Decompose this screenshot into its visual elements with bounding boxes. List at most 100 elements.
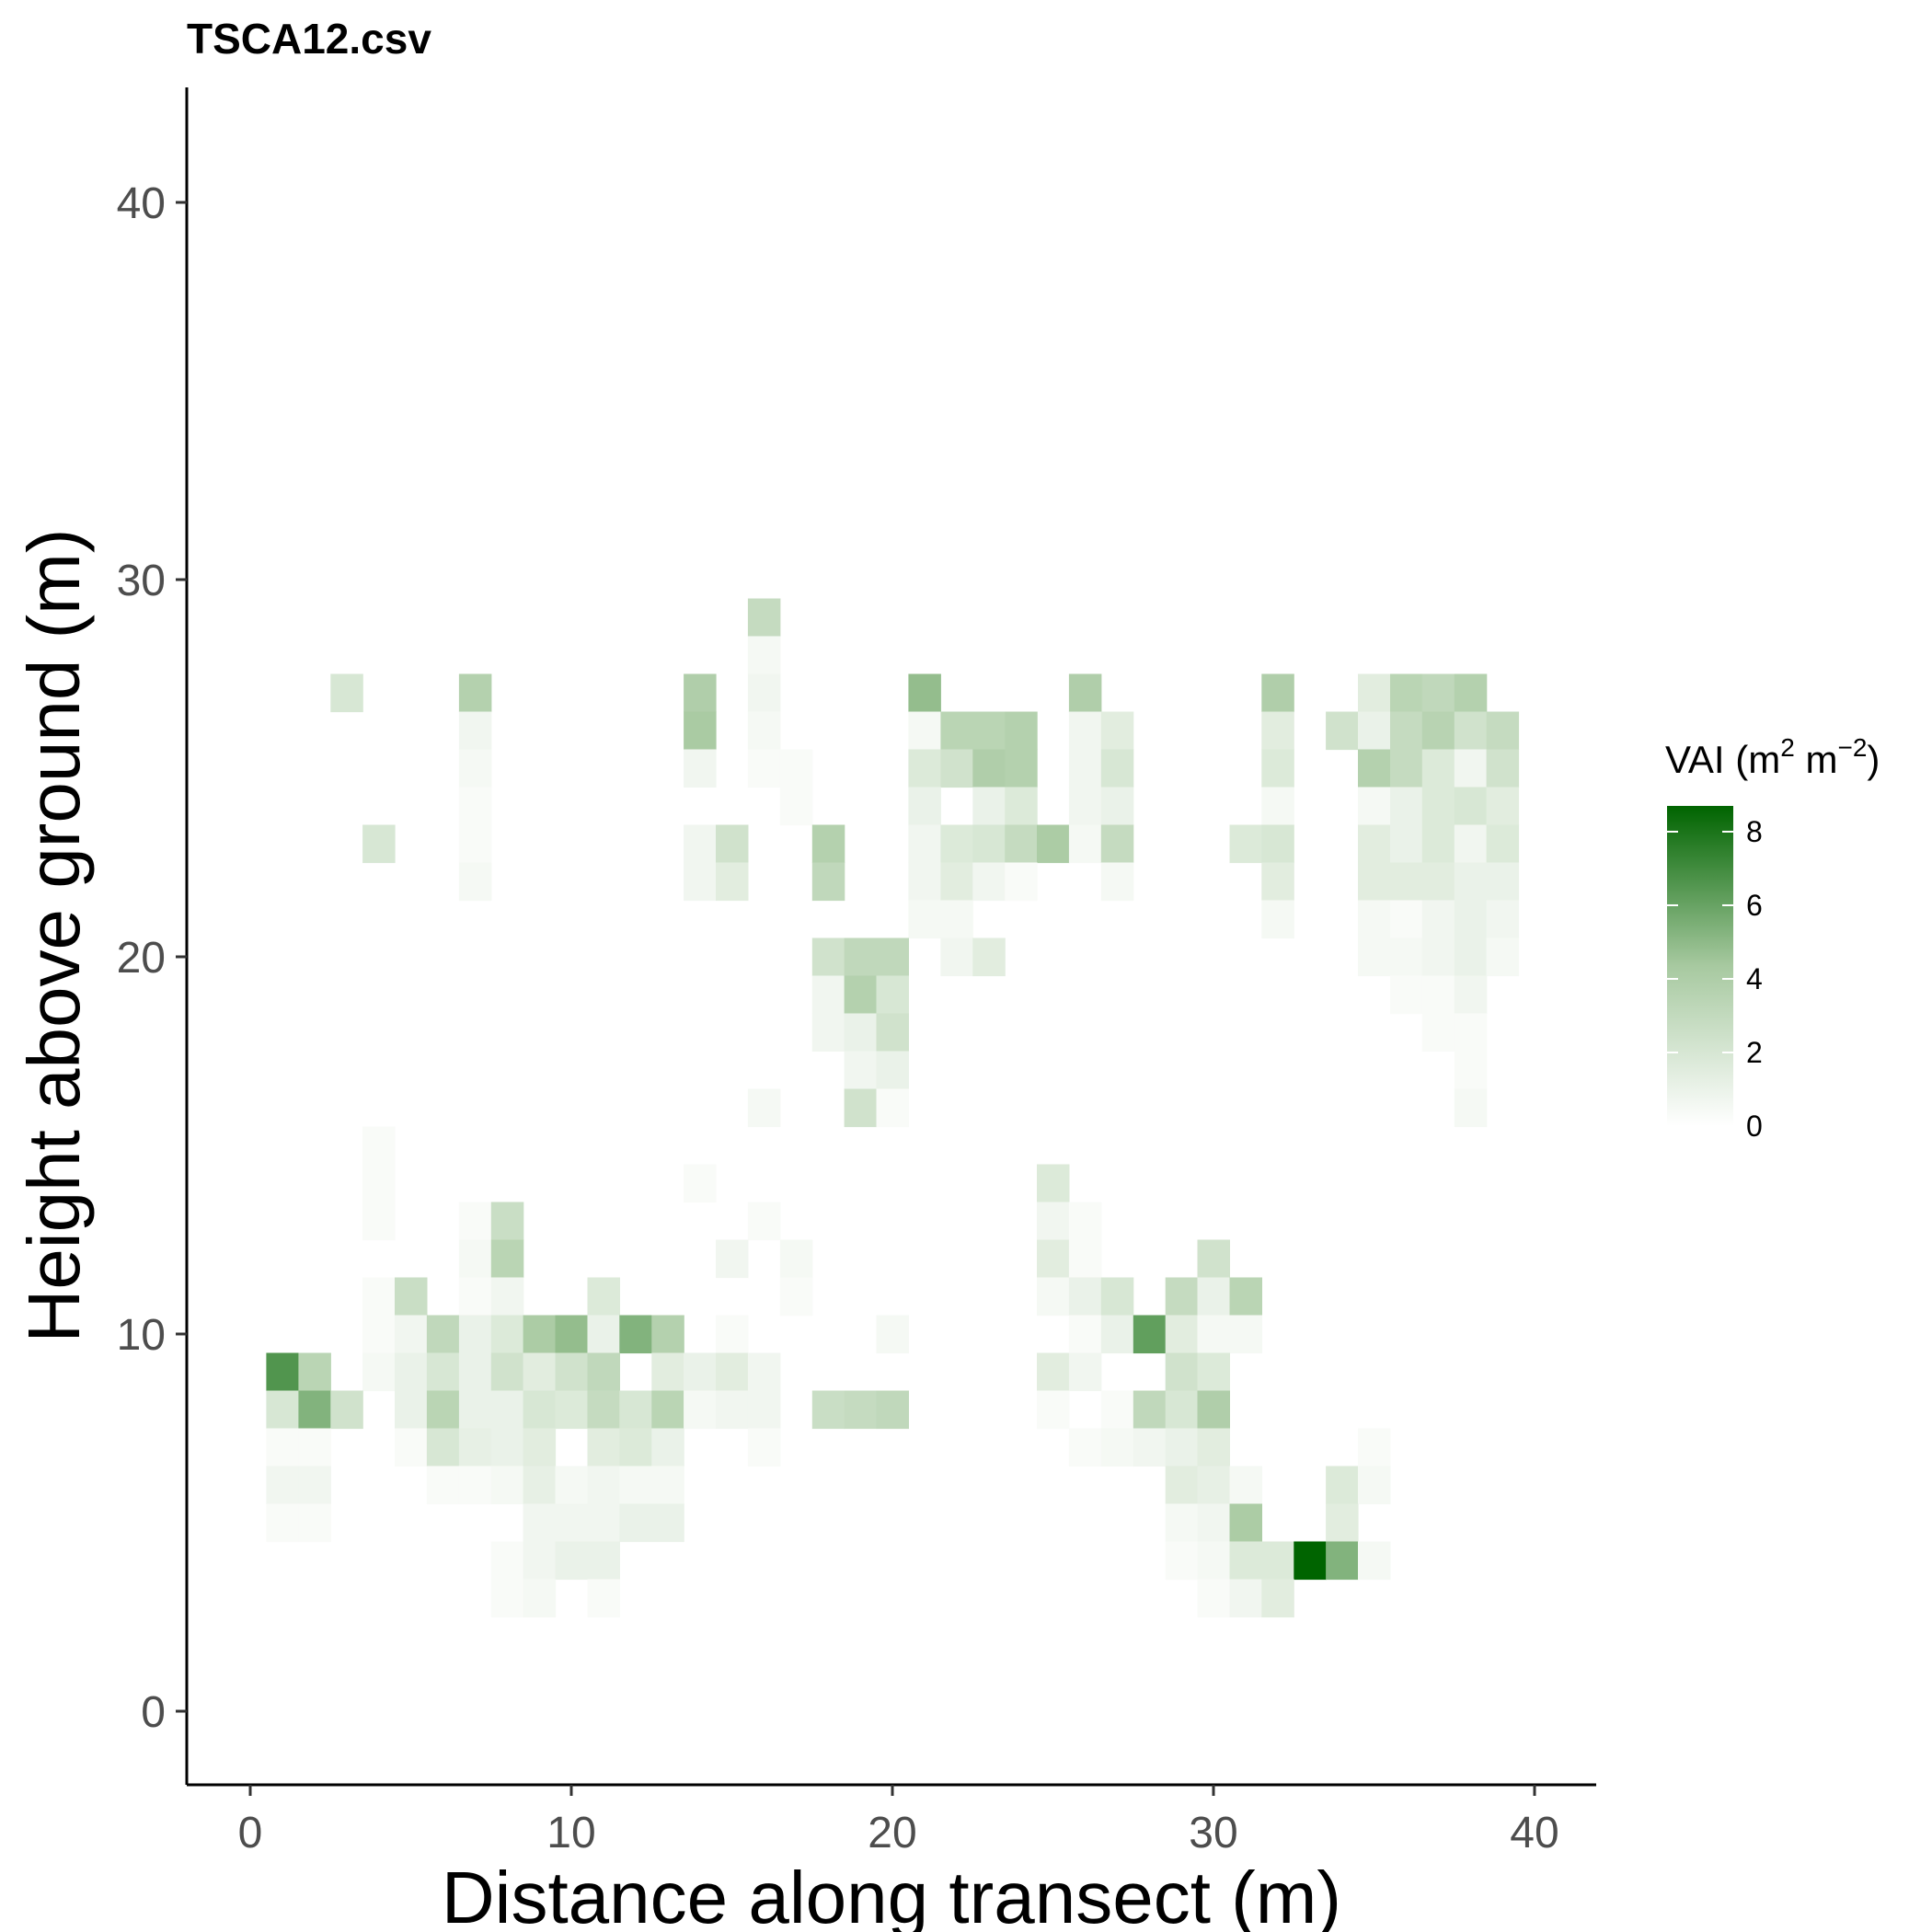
heatmap-cell [1294,1541,1327,1581]
heatmap-cell [844,975,878,1015]
heatmap-cell [1486,824,1520,864]
heatmap-cell [1037,1352,1070,1392]
heatmap-cell [716,862,749,902]
heatmap-cell [1454,1013,1488,1052]
heatmap-cell [1229,824,1262,864]
heatmap-cell [940,711,973,751]
heatmap-cell [1197,1428,1230,1467]
heatmap-cell [1068,1239,1102,1279]
legend-tick-label: 6 [1746,889,1763,922]
heatmap-cell [362,1277,396,1317]
heatmap-cell [1005,824,1038,864]
legend-title: VAI (m2 m−2) [1665,733,1880,781]
heatmap-cell [684,673,717,713]
heatmap-cell [619,1503,652,1543]
x-tick-label: 10 [546,1809,595,1857]
heatmap-cell [490,1579,524,1618]
heatmap-cell [523,1315,557,1354]
heatmap-cell [1068,1202,1102,1241]
heatmap-cell [490,1202,524,1241]
heatmap-cell [1229,1315,1262,1354]
heatmap-cell [1229,1503,1262,1543]
heatmap-cell [619,1315,652,1354]
heatmap-cell [362,1202,396,1241]
heatmap-cell [716,1315,749,1354]
heatmap-cell [1100,787,1134,826]
heatmap-cell [395,1277,428,1317]
heatmap-cell [619,1428,652,1467]
heatmap-cell [1390,862,1423,902]
heatmap-cell [1390,787,1423,826]
heatmap-cell [908,749,941,788]
heatmap-cell [1358,749,1391,788]
heatmap-cell [876,1390,909,1430]
heatmap-cell [1454,975,1488,1015]
heatmap-cell [972,711,1006,751]
heatmap-cell [1261,711,1294,751]
heatmap-cell [1390,937,1423,977]
heatmap-cell [587,1428,620,1467]
heatmap-cell [1133,1315,1167,1354]
heatmap-cell [555,1352,588,1392]
heatmap-cell [1197,1466,1230,1505]
heatmap-cell [876,975,909,1015]
heatmap-cell [362,824,396,864]
heatmap-cell [684,749,717,788]
heatmap-cell [1100,1390,1134,1430]
heatmap-cell [651,1503,684,1543]
heatmap-cell [684,1164,717,1203]
heatmap-cell [523,1466,557,1505]
heatmap-cell [940,749,973,788]
heatmap-cell [844,1390,878,1430]
heatmap-cell [940,824,973,864]
heatmap-cell [811,1390,845,1430]
heatmap-cell [1358,1541,1391,1581]
heatmap-cell [587,1277,620,1317]
heatmap-cell [940,862,973,902]
legend-title-part2: m [1795,738,1838,781]
heatmap-cell [426,1466,460,1505]
heatmap-cell [779,1277,813,1317]
heatmap-cell [747,1088,781,1128]
heatmap-cell [266,1428,299,1467]
heatmap-cell [490,1239,524,1279]
heatmap-cell [1229,1579,1262,1618]
chart-title: TSCA12.csv [187,15,431,63]
y-tick-label: 20 [117,934,166,983]
x-tick-label: 0 [238,1809,263,1857]
heatmap-cell [1421,787,1455,826]
heatmap-cell [1068,1352,1102,1392]
heatmap-cell [362,1164,396,1203]
heatmap-cell [876,1013,909,1052]
heatmap-cell [1100,1315,1134,1354]
heatmap-cell [490,1466,524,1505]
heatmap-cell [266,1390,299,1430]
heatmap-cell [426,1315,460,1354]
heatmap-cell [651,1390,684,1430]
heatmap-cell [1100,711,1134,751]
legend-tick-label: 0 [1746,1110,1763,1143]
heatmap-cell [972,749,1006,788]
heatmap-cell [490,1428,524,1467]
heatmap-cell [1165,1315,1199,1354]
heatmap-cell [426,1352,460,1392]
heatmap-cell [490,1390,524,1430]
heatmap-cell [1358,937,1391,977]
heatmap-cell [458,673,492,713]
heatmap-cell [362,1126,396,1166]
heatmap-cell [1454,900,1488,939]
heatmap-cell [1454,711,1488,751]
heatmap-cell [1197,1277,1230,1317]
heatmap-cell [458,862,492,902]
heatmap-cell [330,673,363,713]
x-axis-label: Distance along transect (m) [442,1857,1341,1932]
heatmap-cell [266,1503,299,1543]
heatmap-cell [908,787,941,826]
heatmap-cell [1261,749,1294,788]
legend-title-sup1: 2 [1780,733,1795,762]
heatmap-cell [1326,1466,1359,1505]
heatmap-cell [523,1541,557,1581]
heatmap-cell [876,1051,909,1090]
heatmap-cell [1133,1390,1167,1430]
heatmap-cell [523,1428,557,1467]
